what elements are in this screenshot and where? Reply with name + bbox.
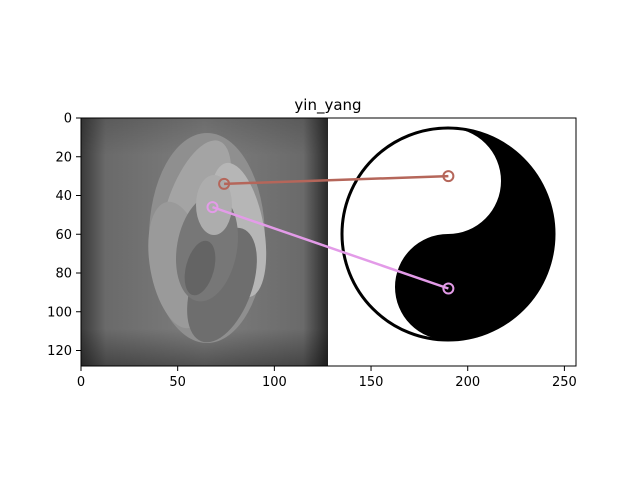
- match-point-left: [206, 201, 219, 214]
- x-axis-ticks: 0 50 100 150 200 250: [77, 366, 577, 390]
- x-tick-label: 250: [552, 375, 577, 390]
- x-tick-label: 50: [169, 375, 186, 390]
- y-axis-ticks: 0 20 40 60 80 100 120: [47, 112, 81, 359]
- match-lines: [206, 170, 455, 295]
- left-image-panel: [81, 118, 328, 366]
- x-tick-label: 100: [262, 375, 287, 390]
- match-line: [224, 174, 449, 186]
- match-point-right: [442, 170, 455, 183]
- x-tick-label: 200: [455, 375, 480, 390]
- y-tick-label: 20: [55, 150, 72, 165]
- x-tick-label: 0: [77, 375, 85, 390]
- y-tick-label: 100: [47, 305, 72, 320]
- match-line: [212, 205, 449, 290]
- y-tick-label: 60: [55, 228, 72, 243]
- yin-yang-symbol: [340, 126, 556, 342]
- chart-title: yin_yang: [294, 96, 361, 115]
- right-image-panel: [328, 118, 576, 366]
- y-tick-label: 0: [64, 112, 72, 127]
- swirl-shape: [148, 133, 267, 343]
- y-tick-label: 120: [47, 344, 72, 359]
- y-tick-label: 40: [55, 189, 72, 204]
- match-point-left: [218, 177, 231, 190]
- y-tick-label: 80: [55, 267, 72, 282]
- x-tick-label: 150: [359, 375, 384, 390]
- axes-frame: [80, 117, 577, 367]
- match-point-right: [442, 282, 455, 295]
